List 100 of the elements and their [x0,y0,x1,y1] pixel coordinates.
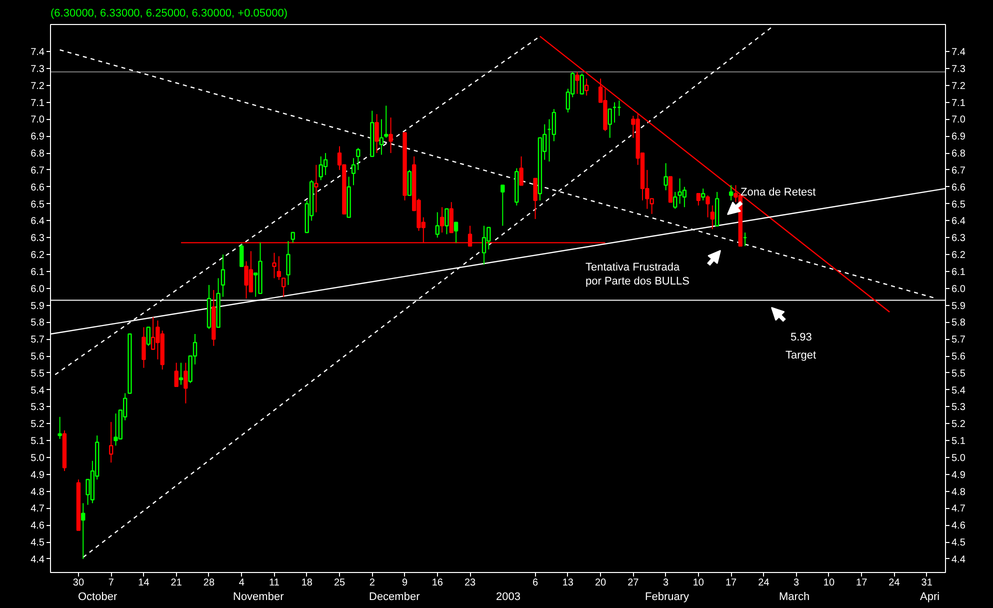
candlestick [384,105,388,138]
y-tick-label: 4.6 [30,520,45,532]
candlestick [435,212,440,238]
candlestick [575,71,580,94]
y2-tick-label: 6.6 [952,182,966,194]
text: March [779,591,810,603]
y2-tick-label: 5.4 [952,385,966,396]
x-tick-label: 6 [532,578,539,588]
y2-tick-label: 6.8 [952,148,966,160]
y-tick-label: 5.7 [30,334,45,346]
y-tick-label: 5.1 [30,436,45,448]
x-tick-label: 9 [402,578,408,588]
y2-tick-label: 5.8 [952,318,966,329]
x-tick-label: 16 [432,578,444,588]
annotation: 5.93 [790,332,812,344]
candlestick [608,108,612,138]
candlestick [664,162,668,191]
y2-tick-label: 6.4 [952,216,966,228]
candlestick [240,244,244,267]
candlestick [109,421,114,464]
candlestick [444,208,449,235]
candlestick [728,184,734,201]
x-tick-label: 30 [72,578,84,588]
x-tick-label: 23 [464,578,476,588]
x-tick-label: 14 [138,578,150,588]
y-tick-label: 6.0 [30,284,45,295]
x-tick-label: 10 [823,578,835,588]
y-tick-label: 5.3 [30,402,45,414]
x-tick-label: 20 [594,578,607,588]
x-tick-label: 7 [108,578,114,588]
x-tick-label: 31 [921,578,933,588]
candlestick [374,114,379,154]
x-tick-label: 3 [794,578,800,588]
y2-tick-label: 6.2 [952,250,966,262]
y-tick-label: 6.1 [30,266,45,278]
candlestick [356,147,360,170]
y-tick-label: 5.0 [30,452,45,464]
candlestick [701,188,706,201]
y2-tick-label: 5.2 [952,419,966,430]
y-tick-label: 6.9 [30,132,45,143]
x-tick-label: 25 [334,578,346,588]
y-tick-label: 6.3 [30,233,45,244]
candlestick [552,108,556,142]
y-tick-label: 6.7 [30,165,45,176]
y-tick-label: 7.2 [30,80,45,92]
candlestick [584,78,589,96]
x-tick-label: 24 [758,578,770,588]
y2-tick-label: 6.0 [952,284,966,295]
y2-tick-label: 6.9 [952,132,966,143]
candlestick [706,194,710,218]
y2-tick-label: 6.7 [952,165,966,176]
y2-tick-label: 5.0 [952,452,966,464]
x-tick-label: 18 [301,578,313,588]
y-tick-label: 6.2 [30,250,45,262]
x-tick-label: 24 [888,578,900,588]
y2-tick-label: 6.5 [952,199,966,210]
x-tick-label: 17 [726,578,738,588]
candlestick [272,252,276,279]
text: November [233,591,284,603]
y-tick-label: 5.5 [30,368,45,380]
y-tick-label: 5.2 [30,419,45,430]
candlestick [388,117,393,154]
text: October [78,591,118,603]
y2-tick-label: 4.8 [952,486,966,498]
y2-tick-label: 4.7 [952,504,966,515]
y-tick-label: 4.5 [30,538,45,549]
y-tick-label: 7.4 [30,47,45,58]
candlestick [710,204,715,230]
y-tick-label: 6.8 [30,148,45,160]
annotation: Target [786,350,816,362]
y2-tick-label: 4.4 [952,554,966,566]
x-tick-label: 17 [856,578,868,588]
candlestick [500,184,505,226]
y-tick-label: 7.1 [30,98,45,109]
candlestick [323,152,328,176]
x-tick-label: 11 [269,578,280,588]
candlestick [174,362,178,388]
y-tick-label: 4.9 [30,470,45,481]
x-tick-label: 10 [692,578,704,588]
candlestick [81,502,86,560]
candlestick [533,178,538,220]
candlestick [351,158,356,186]
y2-tick-label: 6.1 [952,266,966,278]
candlestick [281,278,286,298]
y-tick-label: 5.9 [30,300,45,312]
y2-tick-label: 4.5 [952,538,966,549]
candlestick [178,362,184,386]
y2-tick-label: 5.9 [952,300,966,312]
x-tick-label: 4 [238,578,245,588]
y2-tick-label: 7.4 [952,47,966,58]
candlestick [454,222,458,244]
y-tick-label: 4.8 [30,486,45,498]
y2-tick-label: 7.2 [952,80,966,92]
y2-tick-label: 5.5 [952,368,966,380]
candlestick [58,416,62,440]
y2-tick-label: 5.3 [952,402,966,414]
x-tick-label: 2 [369,578,376,588]
y-tick-label: 7.3 [30,64,45,75]
y-tick-label: 6.4 [30,216,45,228]
candlestick [673,191,678,210]
